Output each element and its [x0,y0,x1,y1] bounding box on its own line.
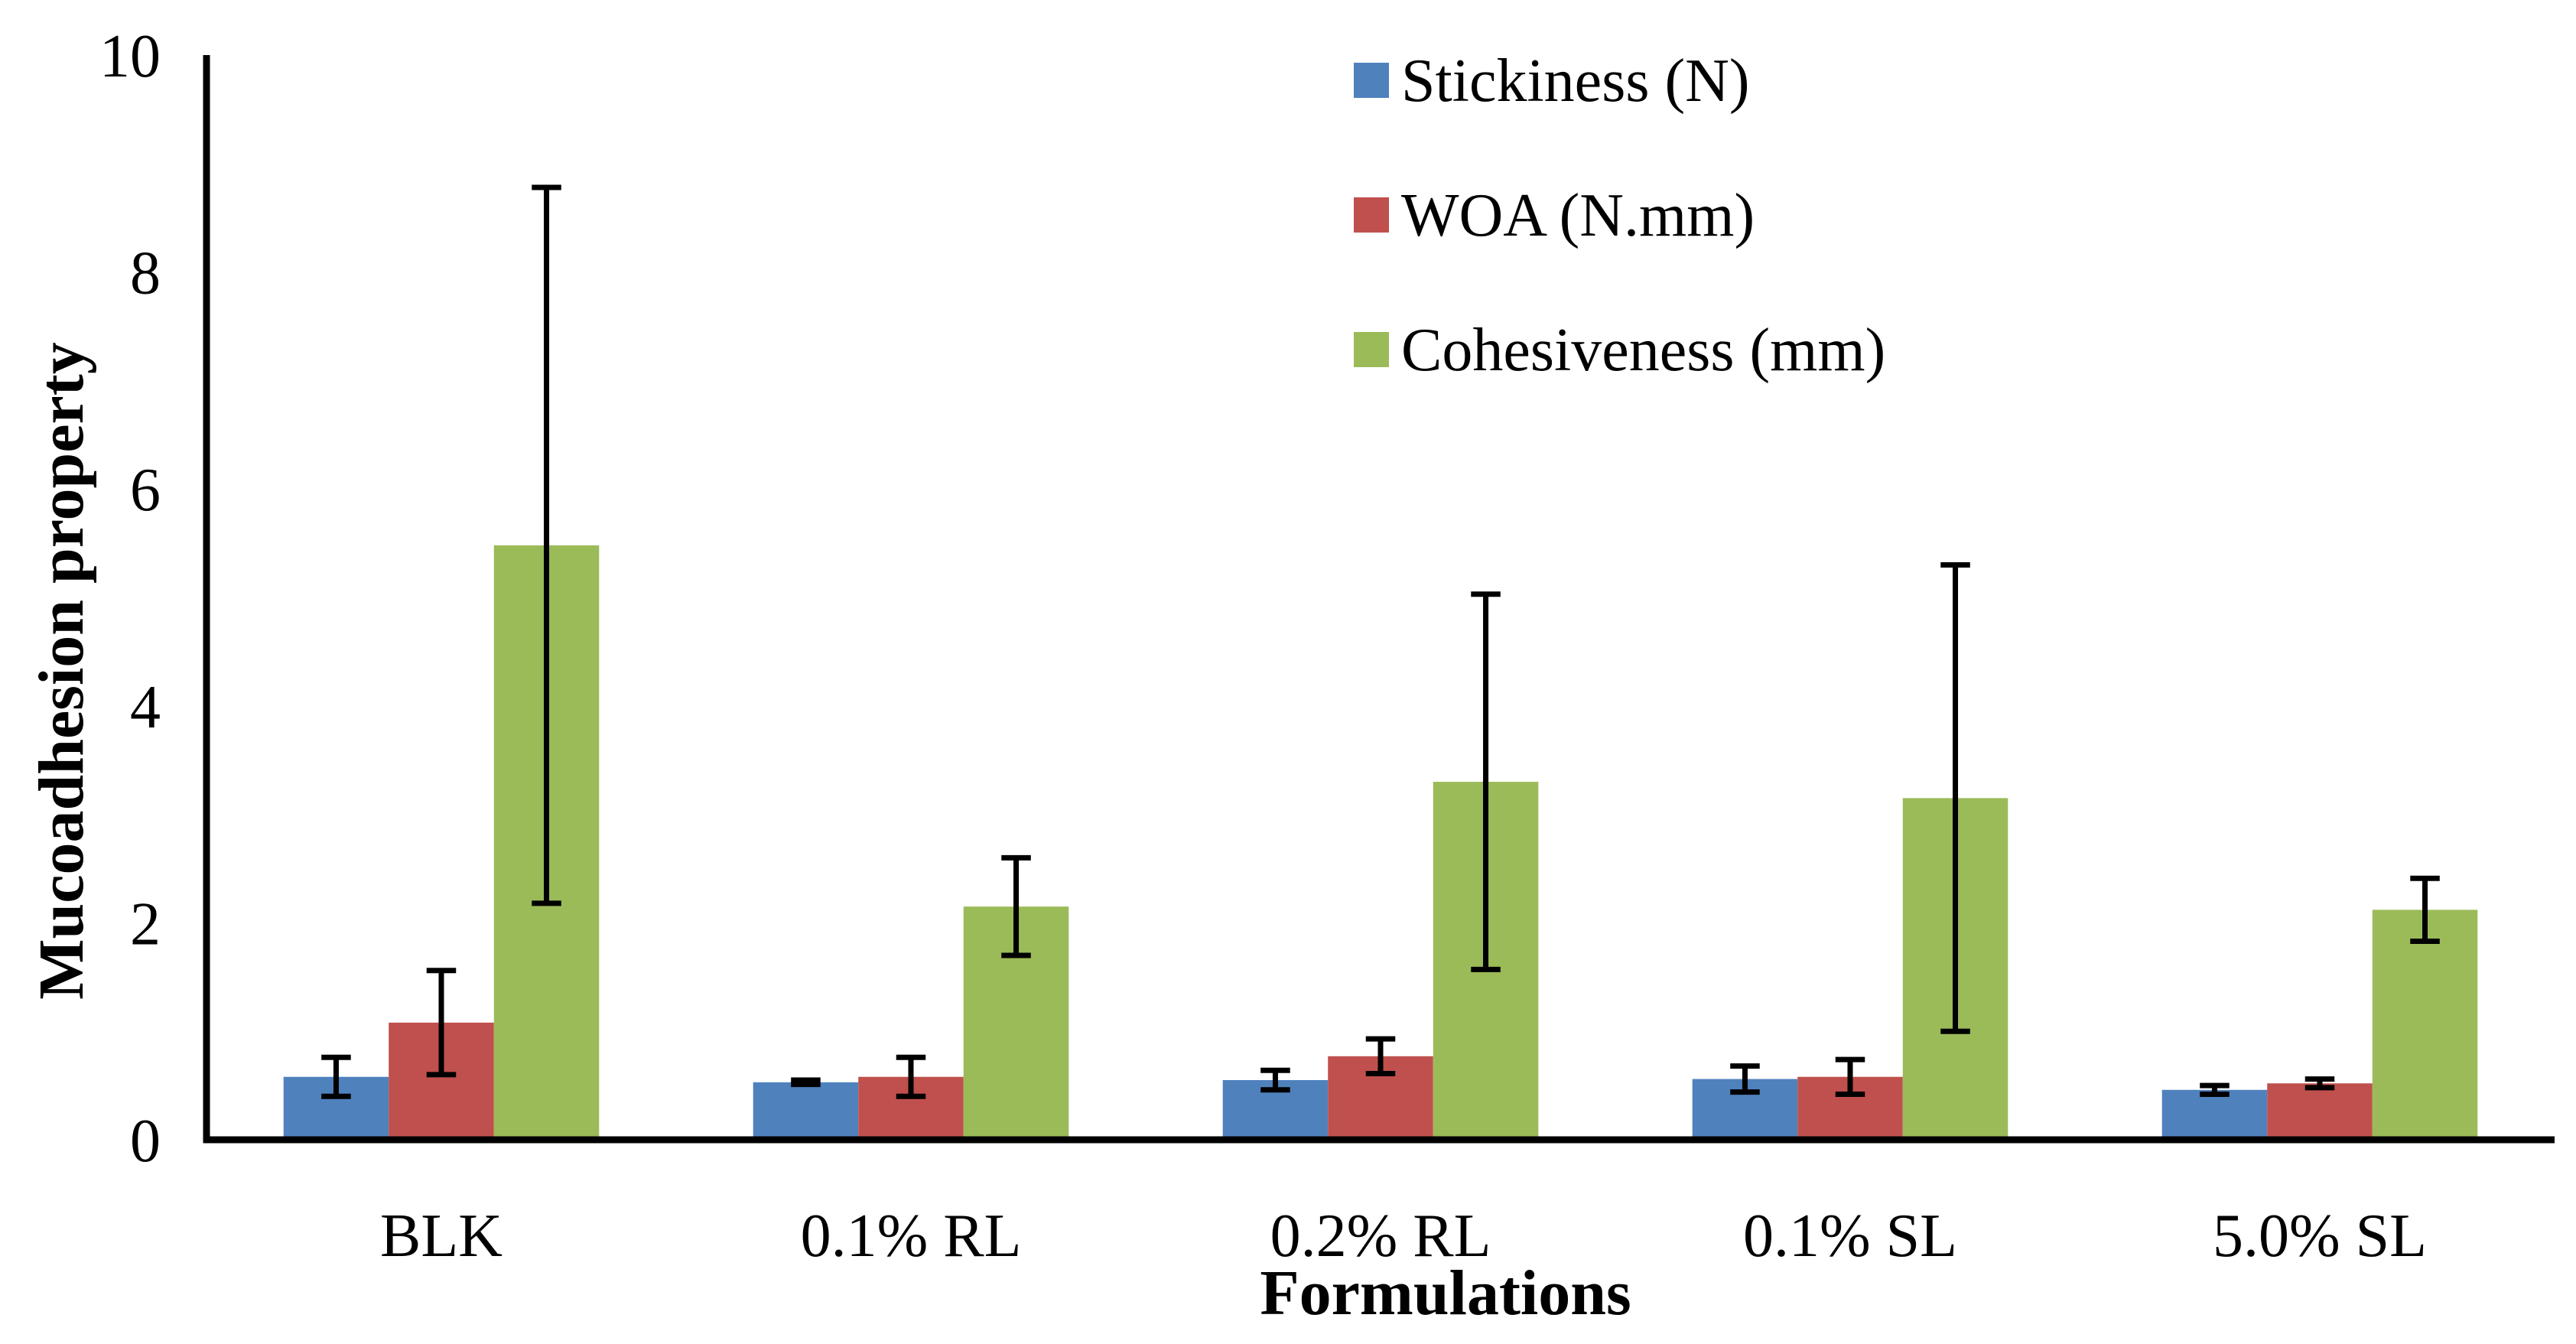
bar-2-5 [2267,1083,2373,1140]
error-bar-1-2 [791,1077,821,1088]
legend: Stickiness (N) WOA (N.mm) Cohesiveness (mm… [1354,47,1885,384]
error-bar-2-4 [1835,1056,1865,1097]
bar-3-5 [2372,910,2478,1140]
legend-swatch-2 [1354,197,1389,233]
legend-label-3: Cohesiveness (mm) [1401,317,1885,384]
error-bar-3-3 [1471,591,1501,972]
error-bar-1-5 [2200,1082,2230,1097]
x-category-label-4: 0.1% SL [1743,1202,1957,1270]
x-axis-title: Formulations [1260,1258,1631,1329]
error-bar-3-2 [1001,854,1031,958]
x-labels-layer: BLK 0.1% RL 0.2% RL 0.1% SL 5.0% SL [380,1202,2427,1270]
error-bar-2-5 [2304,1076,2335,1091]
x-category-label-5: 5.0% SL [2213,1202,2427,1270]
bar-1-2 [753,1082,859,1140]
error-bar-3-5 [2410,875,2440,945]
legend-swatch-3 [1354,332,1389,367]
y-ticks-layer: 0 2 4 6 8 10 [99,23,161,1175]
error-bar-2-3 [1365,1036,1396,1077]
error-bar-1-3 [1260,1067,1290,1093]
error-bar-1-1 [321,1054,351,1099]
error-bar-3-4 [1940,561,1970,1034]
y-tick-label-1: 0 [130,1108,161,1175]
y-tick-label-4: 6 [130,457,161,524]
y-axis-title: Mucoadhesion property [26,342,97,999]
bar-1-5 [2161,1089,2268,1140]
y-tick-label-3: 4 [130,674,161,741]
error-bar-1-4 [1730,1063,1760,1095]
bars-layer [283,545,2478,1140]
y-tick-label-6: 10 [99,23,161,90]
axes-layer [203,55,2555,1144]
error-bars-layer [321,184,2440,1099]
error-bar-3-1 [532,184,561,906]
y-tick-label-5: 8 [130,240,161,308]
x-category-label-2: 0.1% RL [801,1202,1022,1270]
x-category-label-3: 0.2% RL [1270,1202,1491,1270]
legend-label-2: WOA (N.mm) [1401,182,1755,249]
x-category-label-1: BLK [380,1202,503,1270]
legend-swatch-1 [1354,63,1389,98]
y-tick-label-2: 2 [130,890,161,958]
legend-label-1: Stickiness (N) [1401,47,1750,115]
error-bar-2-2 [896,1054,926,1099]
error-bar-2-1 [426,968,457,1078]
